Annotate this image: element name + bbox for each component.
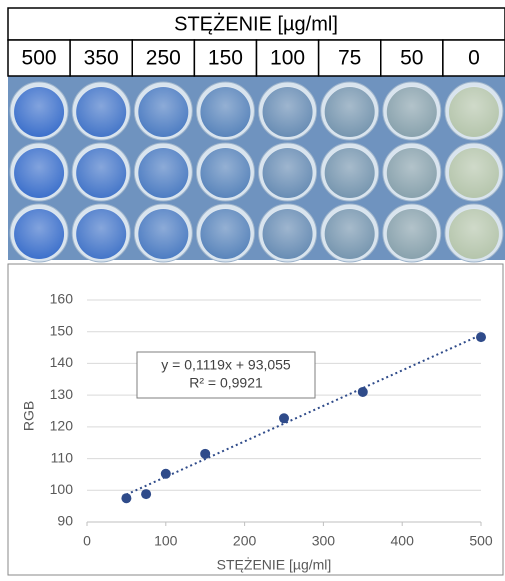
column-label: 100	[270, 47, 305, 70]
x-axis-label: STĘŻENIE [µg/ml]	[217, 556, 332, 573]
data-point	[161, 469, 171, 479]
data-point	[279, 413, 289, 423]
well-highlight	[325, 208, 375, 258]
well-highlight	[325, 147, 375, 197]
well-highlight	[263, 86, 313, 136]
column-label: 350	[84, 47, 119, 70]
column-label: 0	[468, 47, 480, 70]
figure: STĘŻENIE [µg/ml] 50035025015010075500901…	[0, 0, 505, 576]
well-highlight	[200, 147, 250, 197]
trendline-r2: R² = 0,9921	[189, 375, 263, 391]
well-highlight	[449, 86, 499, 136]
x-tick-label: 400	[391, 533, 415, 549]
data-point	[476, 332, 486, 342]
y-tick-label: 120	[50, 418, 74, 434]
x-tick-label: 200	[233, 533, 257, 549]
x-tick-label: 100	[154, 533, 178, 549]
well-highlight	[14, 147, 64, 197]
x-tick-label: 500	[469, 533, 493, 549]
well-highlight	[138, 147, 188, 197]
table-title: STĘŻENIE [µg/ml]	[174, 12, 338, 35]
column-label: 500	[22, 47, 57, 70]
y-tick-label: 100	[50, 481, 74, 497]
well-highlight	[138, 208, 188, 258]
x-tick-label: 0	[83, 533, 91, 549]
trendline-equation: y = 0,1119x + 93,055	[161, 357, 291, 373]
well-highlight	[76, 86, 126, 136]
well-highlight	[200, 208, 250, 258]
chart-frame	[8, 264, 503, 575]
well-highlight	[263, 147, 313, 197]
well-highlight	[387, 86, 437, 136]
y-tick-label: 110	[51, 449, 74, 465]
y-tick-label: 90	[57, 513, 73, 529]
well-highlight	[263, 208, 313, 258]
well-highlight	[449, 147, 499, 197]
well-highlight	[200, 86, 250, 136]
x-tick-label: 300	[312, 533, 336, 549]
well-highlight	[76, 208, 126, 258]
column-label: 250	[146, 47, 181, 70]
column-label: 50	[400, 47, 423, 70]
well-highlight	[14, 86, 64, 136]
data-point	[141, 489, 151, 499]
well-highlight	[325, 86, 375, 136]
column-label: 75	[338, 47, 361, 70]
data-point	[200, 449, 210, 459]
data-point	[121, 493, 131, 503]
well-highlight	[138, 86, 188, 136]
well-highlight	[14, 208, 64, 258]
y-tick-label: 130	[50, 386, 74, 402]
y-tick-label: 140	[50, 354, 74, 370]
well-highlight	[387, 208, 437, 258]
well-highlight	[387, 147, 437, 197]
y-tick-label: 150	[50, 322, 74, 338]
well-highlight	[76, 147, 126, 197]
y-axis-label: RGB	[21, 401, 37, 431]
y-tick-label: 160	[50, 291, 74, 307]
data-point	[358, 387, 368, 397]
well-highlight	[449, 208, 499, 258]
page: STĘŻENIE [µg/ml] 50035025015010075500901…	[0, 0, 505, 581]
column-label: 150	[208, 47, 243, 70]
